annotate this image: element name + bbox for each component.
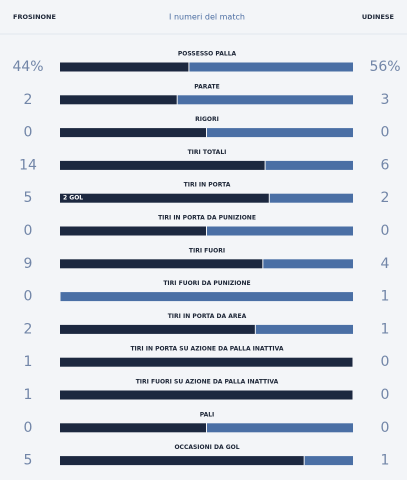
away-value: 56% bbox=[369, 59, 400, 75]
home-bar bbox=[60, 423, 206, 433]
home-value: 2 bbox=[24, 321, 33, 337]
stat-label: POSSESSO PALLA bbox=[178, 51, 237, 58]
away-value: 4 bbox=[381, 256, 390, 272]
stat-label: TIRI FUORI bbox=[189, 247, 225, 254]
home-value: 1 bbox=[24, 387, 33, 403]
home-value: 5 bbox=[24, 453, 33, 469]
home-value: 0 bbox=[24, 125, 33, 141]
away-bar bbox=[177, 95, 353, 105]
away-team: UDINESE bbox=[362, 13, 394, 21]
away-value: 3 bbox=[381, 92, 390, 108]
away-value: 0 bbox=[381, 223, 390, 239]
away-value: 2 bbox=[381, 190, 390, 206]
home-value: 1 bbox=[24, 354, 33, 370]
stat-label: PARATE bbox=[194, 83, 219, 90]
home-bar bbox=[60, 160, 265, 170]
home-value: 5 bbox=[24, 190, 33, 206]
away-value: 0 bbox=[381, 420, 390, 436]
stat-label: TIRI TOTALI bbox=[188, 149, 227, 156]
stat-label: PALI bbox=[200, 411, 215, 418]
away-bar bbox=[207, 226, 353, 236]
stat-label: TIRI FUORI SU AZIONE DA PALLA INATTIVA bbox=[136, 379, 279, 386]
home-value: 9 bbox=[24, 256, 33, 272]
away-bar bbox=[60, 292, 353, 302]
home-bar bbox=[60, 456, 304, 466]
stat-label: TIRI IN PORTA DA PUNIZIONE bbox=[158, 215, 256, 222]
away-bar bbox=[255, 324, 353, 334]
home-value: 0 bbox=[24, 420, 33, 436]
home-bar bbox=[60, 128, 206, 138]
away-bar bbox=[207, 128, 353, 138]
home-value: 44% bbox=[12, 59, 43, 75]
away-value: 1 bbox=[381, 289, 390, 305]
home-bar bbox=[60, 226, 206, 236]
home-value: 2 bbox=[24, 92, 33, 108]
home-value: 0 bbox=[24, 223, 33, 239]
away-value: 1 bbox=[381, 321, 390, 337]
away-bar bbox=[189, 62, 353, 72]
away-value: 0 bbox=[381, 125, 390, 141]
away-bar bbox=[304, 456, 353, 466]
stat-label: TIRI FUORI DA PUNIZIONE bbox=[163, 280, 250, 287]
title: I numeri del match bbox=[169, 13, 245, 22]
stat-label: TIRI IN PORTA DA AREA bbox=[168, 313, 247, 320]
away-value: 0 bbox=[381, 354, 390, 370]
stat-label: RIGORI bbox=[195, 116, 219, 123]
away-value: 1 bbox=[381, 453, 390, 469]
home-bar bbox=[60, 193, 269, 203]
away-bar bbox=[265, 160, 353, 170]
home-bar bbox=[60, 357, 353, 367]
stat-label: TIRI IN PORTA bbox=[184, 182, 231, 189]
away-bar bbox=[207, 423, 353, 433]
stat-label: OCCASIONI DA GOL bbox=[174, 444, 239, 451]
stat-label: TIRI IN PORTA SU AZIONE DA PALLA INATTIV… bbox=[130, 346, 283, 353]
home-team: FROSINONE bbox=[13, 13, 56, 21]
home-value: 14 bbox=[19, 157, 37, 173]
away-bar bbox=[269, 193, 353, 203]
home-bar bbox=[60, 390, 353, 400]
away-value: 0 bbox=[381, 387, 390, 403]
home-bar bbox=[60, 62, 189, 72]
home-value: 0 bbox=[24, 289, 33, 305]
home-bar bbox=[60, 95, 177, 105]
away-bar bbox=[263, 259, 353, 269]
bar-note: 2 GOL bbox=[63, 195, 83, 202]
home-bar bbox=[60, 324, 255, 334]
home-bar bbox=[60, 259, 263, 269]
away-value: 6 bbox=[381, 157, 390, 173]
